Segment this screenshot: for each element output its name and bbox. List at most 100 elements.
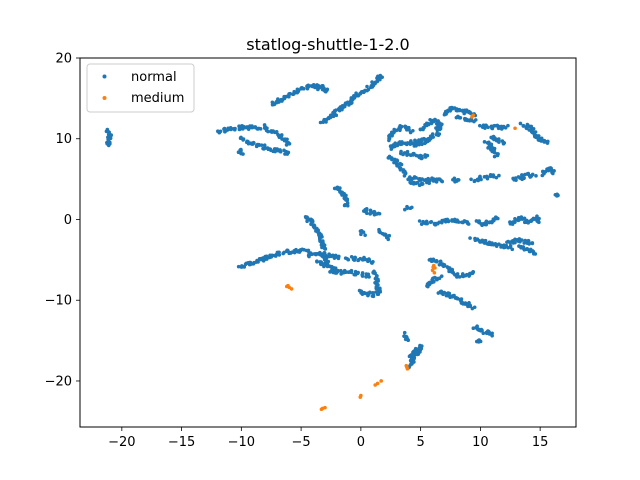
scatter-point-normal <box>262 143 267 148</box>
scatter-point-normal <box>339 268 343 273</box>
scatter-point-normal <box>285 137 289 142</box>
scatter-point-normal <box>288 91 292 96</box>
scatter-point-normal <box>533 252 538 256</box>
scatter-point-normal <box>322 264 326 269</box>
scatter-point-normal <box>504 243 509 248</box>
scatter-point-normal <box>420 156 424 160</box>
scatter-point-normal <box>387 154 392 159</box>
scatter-point-normal <box>409 181 413 186</box>
scatter-point-normal <box>266 129 270 134</box>
scatter-point-normal <box>315 260 319 264</box>
scatter-point-normal <box>371 293 376 297</box>
scatter-point-normal <box>520 238 524 242</box>
scatter-point-normal <box>527 249 532 254</box>
scatter-point-normal <box>521 175 525 180</box>
scatter-point-normal <box>277 253 282 257</box>
scatter-point-normal <box>345 201 350 205</box>
scatter-point-normal <box>241 137 246 141</box>
scatter-point-normal <box>331 114 336 119</box>
scatter-point-normal <box>555 194 559 198</box>
scatter-point-normal <box>437 262 442 267</box>
scatter-point-medium <box>379 379 383 383</box>
scatter-point-normal <box>238 136 243 140</box>
scatter-point-normal <box>342 104 347 109</box>
scatter-point-normal <box>484 222 489 227</box>
scatter-point-normal <box>365 88 369 93</box>
scatter-point-normal <box>543 170 548 174</box>
scatter-point-normal <box>455 273 459 278</box>
y-tick-label: −20 <box>45 374 72 389</box>
scatter-point-normal <box>364 208 369 212</box>
scatter-point-normal <box>488 173 493 177</box>
scatter-point-normal <box>309 252 314 257</box>
scatter-point-normal <box>433 117 437 122</box>
scatter-point-normal <box>434 276 439 281</box>
scatter-point-normal <box>505 240 509 244</box>
scatter-point-normal <box>328 113 333 118</box>
scatter-point-normal <box>469 117 474 122</box>
legend-label-normal: normal <box>131 70 177 85</box>
scatter-point-normal <box>549 166 553 171</box>
scatter-point-normal <box>273 149 277 154</box>
scatter-point-normal <box>460 108 465 113</box>
scatter-point-normal <box>471 270 476 274</box>
scatter-point-normal <box>400 140 404 144</box>
x-axis: −20 −15 −10 −5 0 5 10 15 <box>108 427 548 450</box>
scatter-point-normal <box>525 247 529 251</box>
scatter-point-normal <box>105 142 110 146</box>
scatter-point-medium <box>470 115 474 119</box>
scatter-point-normal <box>257 142 261 147</box>
scatter-point-normal <box>416 180 420 185</box>
scatter-point-normal <box>405 337 410 341</box>
scatter-point-normal <box>346 257 351 262</box>
scatter-point-normal <box>412 353 417 357</box>
x-tick-label: −5 <box>292 435 311 450</box>
scatter-point-normal <box>281 251 285 256</box>
scatter-point-normal <box>467 273 471 277</box>
y-tick-label: 20 <box>55 52 72 67</box>
scatter-point-normal <box>362 89 367 94</box>
scatter-point-normal <box>432 279 436 284</box>
scatter-point-normal <box>321 243 326 247</box>
scatter-point-normal <box>408 130 413 135</box>
scatter-point-normal <box>422 178 427 183</box>
scatter-point-normal <box>353 255 357 260</box>
scatter-point-normal <box>371 271 376 275</box>
scatter-point-normal <box>319 262 324 267</box>
scatter-point-normal <box>322 88 327 92</box>
scatter-point-normal <box>479 222 483 226</box>
scatter-point-normal <box>333 266 338 271</box>
scatter-point-medium <box>373 383 378 387</box>
scatter-point-normal <box>465 221 470 226</box>
scatter-point-normal <box>349 254 354 259</box>
scatter-point-normal <box>415 352 420 357</box>
scatter-point-normal <box>401 168 406 172</box>
scatter-point-normal <box>457 275 462 279</box>
scatter-point-normal <box>494 175 499 180</box>
scatter-point-normal <box>450 218 454 222</box>
scatter-point-normal <box>367 275 371 279</box>
scatter-point-normal <box>405 206 410 210</box>
scatter-point-normal <box>508 245 513 249</box>
scatter-point-medium <box>513 126 517 131</box>
scatter-point-normal <box>439 274 444 278</box>
scatter-point-normal <box>440 179 445 184</box>
scatter-point-normal <box>371 259 375 264</box>
scatter-point-normal <box>430 132 435 136</box>
scatter-point-normal <box>318 236 322 241</box>
scatter-point-normal <box>514 178 518 182</box>
scatter-point-normal <box>476 219 481 224</box>
scatter-point-normal <box>333 253 338 258</box>
scatter-point-normal <box>454 296 459 300</box>
scatter-point-normal <box>499 243 503 248</box>
scatter-point-normal <box>325 264 330 269</box>
y-tick-label: −10 <box>45 294 72 309</box>
scatter-point-normal <box>455 178 460 182</box>
scatter-point-normal <box>398 166 403 171</box>
scatter-point-normal <box>399 124 404 129</box>
scatter-point-normal <box>497 140 501 144</box>
scatter-point-normal <box>233 127 237 132</box>
scatter-point-normal <box>314 252 318 256</box>
scatter-point-normal <box>434 221 439 226</box>
scatter-point-normal <box>526 221 530 225</box>
